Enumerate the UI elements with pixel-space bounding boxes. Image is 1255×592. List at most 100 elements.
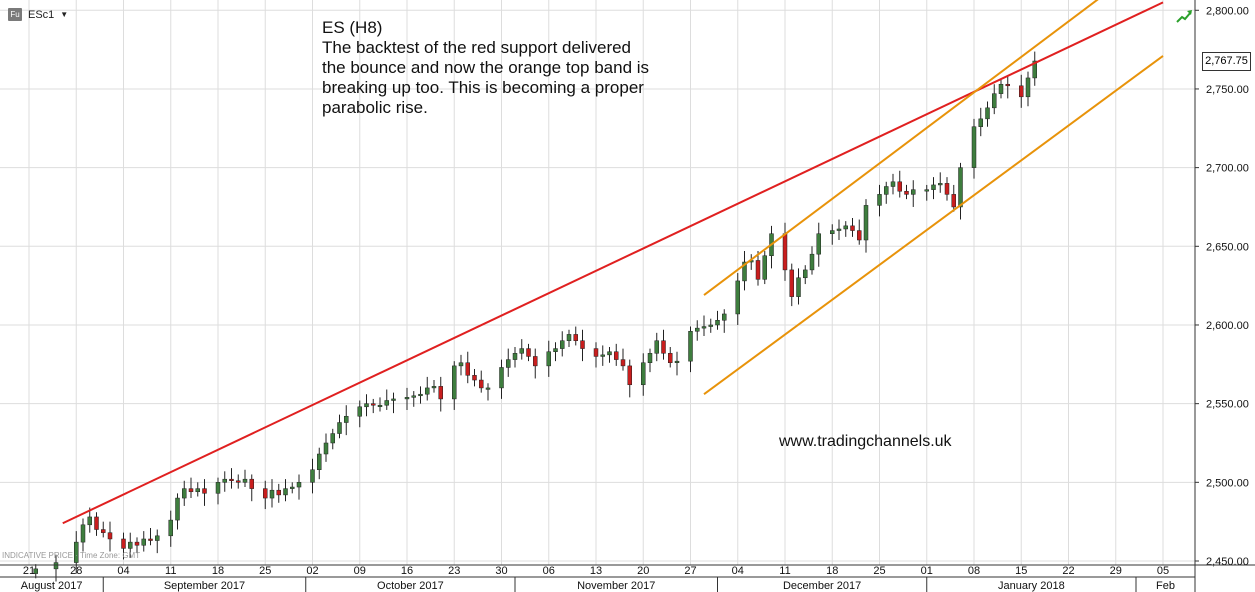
- candle-body: [1019, 85, 1024, 98]
- candle-body: [843, 225, 848, 230]
- orange-channel-line: [703, 55, 1164, 396]
- annotation-body: The backtest of the red support delivere…: [322, 38, 654, 117]
- candle-body: [80, 524, 86, 543]
- candle-body: [580, 340, 585, 349]
- x-tick-label: 06: [543, 565, 555, 577]
- month-label: September 2017: [164, 580, 245, 592]
- candle-body: [512, 353, 518, 360]
- candle-body: [175, 497, 180, 521]
- candle-body: [485, 387, 491, 390]
- candle-body: [337, 422, 342, 434]
- candle-body: [836, 228, 842, 231]
- x-tick-label: 27: [684, 565, 696, 577]
- candle-body: [74, 541, 79, 563]
- candle-body: [688, 331, 693, 362]
- candle-body: [998, 83, 1004, 94]
- candle-body: [722, 313, 727, 321]
- candle-body: [431, 386, 437, 389]
- candle-body: [357, 406, 362, 417]
- candle-body: [863, 205, 869, 241]
- candle-body: [627, 365, 632, 386]
- x-tick-label: 01: [921, 565, 933, 577]
- futures-badge: Fu: [8, 8, 22, 21]
- candle-body: [121, 538, 126, 549]
- candle-body: [674, 360, 680, 363]
- candle-body: [87, 516, 92, 526]
- candle-body: [762, 255, 767, 280]
- candle-body: [465, 362, 470, 376]
- candle-body: [195, 488, 200, 493]
- x-tick-label: 05: [1157, 565, 1169, 577]
- candle-body: [418, 393, 423, 397]
- month-label: October 2017: [377, 580, 444, 592]
- candle-body: [850, 225, 855, 231]
- candle-body: [33, 568, 38, 574]
- x-tick-label: 18: [212, 565, 224, 577]
- candle-body: [971, 126, 977, 168]
- candle-body: [755, 260, 761, 280]
- symbol-bar[interactable]: Fu ESc1 ▼: [8, 8, 68, 21]
- y-tick-label: 2,650.00: [1206, 241, 1249, 253]
- watermark-url: www.tradingchannels.uk: [779, 433, 952, 450]
- candle-body: [101, 529, 106, 533]
- candle-body: [310, 469, 315, 483]
- candle-body: [53, 562, 59, 570]
- candle-body: [809, 253, 815, 271]
- candle-body: [364, 403, 369, 408]
- candle-body: [560, 340, 565, 349]
- trend-up-arrow-icon[interactable]: [1176, 8, 1194, 24]
- candle-body: [607, 351, 612, 356]
- candle-body: [782, 233, 788, 271]
- last-price-tag: 2,767.75: [1202, 52, 1251, 72]
- candle-body: [371, 403, 376, 406]
- candle-body: [269, 489, 275, 499]
- candle-body: [654, 340, 659, 354]
- candle-body: [290, 486, 295, 489]
- candle-body: [924, 189, 929, 192]
- candle-body: [519, 348, 524, 354]
- x-tick-label: 25: [873, 565, 885, 577]
- candle-body: [593, 348, 599, 357]
- candle-body: [107, 532, 113, 540]
- candle-body: [155, 535, 160, 541]
- candle-body: [263, 488, 268, 499]
- candle-body: [236, 480, 241, 483]
- y-tick-label: 2,450.00: [1206, 556, 1249, 568]
- x-tick-label: 13: [590, 565, 602, 577]
- candle-body: [1005, 83, 1010, 87]
- candle-body: [897, 181, 902, 192]
- candle-body: [553, 348, 558, 352]
- chevron-down-icon[interactable]: ▼: [60, 10, 69, 19]
- candle-body: [425, 387, 430, 395]
- month-label: Feb: [1156, 580, 1175, 592]
- x-tick-label: 11: [779, 565, 790, 577]
- candle-body: [323, 442, 329, 455]
- candle-body: [202, 488, 207, 494]
- trendlines: [62, 0, 1164, 525]
- candle-body: [452, 365, 457, 400]
- candle-body: [479, 379, 484, 389]
- symbol-label[interactable]: ESc1: [28, 8, 55, 21]
- candle-body: [1025, 77, 1031, 98]
- candle-body: [890, 181, 896, 187]
- candle-body: [695, 327, 700, 332]
- candle-body: [344, 415, 349, 423]
- month-label: November 2017: [577, 580, 655, 592]
- x-tick-label: 02: [306, 565, 318, 577]
- x-tick-label: 16: [401, 565, 413, 577]
- candle-body: [701, 326, 707, 329]
- x-tick-label: 30: [495, 565, 507, 577]
- candle-body: [317, 453, 322, 470]
- candle-body: [600, 354, 605, 357]
- gridlines: [0, 0, 1195, 565]
- candle-body: [215, 482, 221, 494]
- candle-body: [985, 107, 990, 120]
- candle-body: [168, 519, 173, 537]
- candle-body: [796, 277, 801, 297]
- candle-body: [472, 375, 477, 381]
- annotation-title: ES (H8): [322, 18, 383, 37]
- candle-body: [944, 183, 950, 195]
- candle-body: [566, 334, 572, 341]
- candle-body: [141, 538, 146, 546]
